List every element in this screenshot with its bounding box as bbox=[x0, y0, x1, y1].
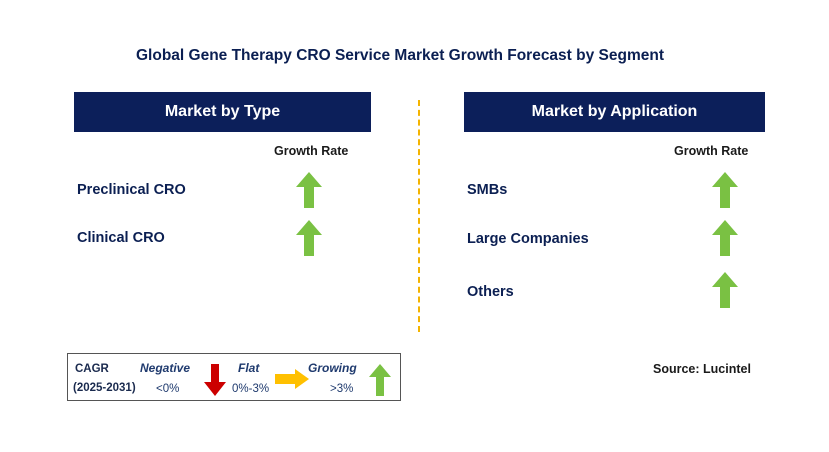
row-label-smbs: SMBs bbox=[467, 182, 508, 198]
growing-arrow-icon bbox=[712, 272, 738, 308]
growing-arrow-icon bbox=[369, 364, 391, 396]
panel-header-application-label: Market by Application bbox=[531, 103, 698, 120]
cagr-legend: CAGR (2025-2031) Negative <0% Flat 0%-3%… bbox=[67, 353, 401, 401]
legend-cagr-label: CAGR bbox=[75, 363, 109, 375]
panel-header-type-label: Market by Type bbox=[164, 103, 281, 120]
growth-rate-label-left: Growth Rate bbox=[274, 144, 349, 158]
legend-period-label: (2025-2031) bbox=[73, 382, 136, 394]
growth-rate-label-right: Growth Rate bbox=[674, 144, 749, 158]
row-label-preclinical-cro: Preclinical CRO bbox=[77, 182, 186, 198]
row-label-large-companies: Large Companies bbox=[467, 231, 589, 247]
growing-arrow-icon bbox=[296, 220, 322, 256]
legend-growing-range: >3% bbox=[330, 383, 354, 395]
row-label-others: Others bbox=[467, 284, 514, 300]
growing-arrow-icon bbox=[296, 172, 322, 208]
source-label: Source: Lucintel bbox=[653, 362, 751, 376]
chart-title: Global Gene Therapy CRO Service Market G… bbox=[135, 47, 664, 64]
flat-arrow-icon bbox=[275, 369, 309, 389]
legend-growing-label: Growing bbox=[308, 361, 357, 375]
panel-divider bbox=[418, 100, 420, 332]
panel-header-type: Market by Type bbox=[74, 92, 371, 132]
negative-arrow-icon bbox=[204, 364, 226, 396]
legend-negative-label: Negative bbox=[140, 361, 191, 375]
growing-arrow-icon bbox=[712, 220, 738, 256]
panel-header-application: Market by Application bbox=[464, 92, 765, 132]
legend-flat-range: 0%-3% bbox=[232, 383, 270, 395]
growing-arrow-icon bbox=[712, 172, 738, 208]
legend-negative-range: <0% bbox=[156, 383, 180, 395]
row-label-clinical-cro: Clinical CRO bbox=[77, 230, 165, 246]
legend-flat-label: Flat bbox=[238, 361, 260, 375]
